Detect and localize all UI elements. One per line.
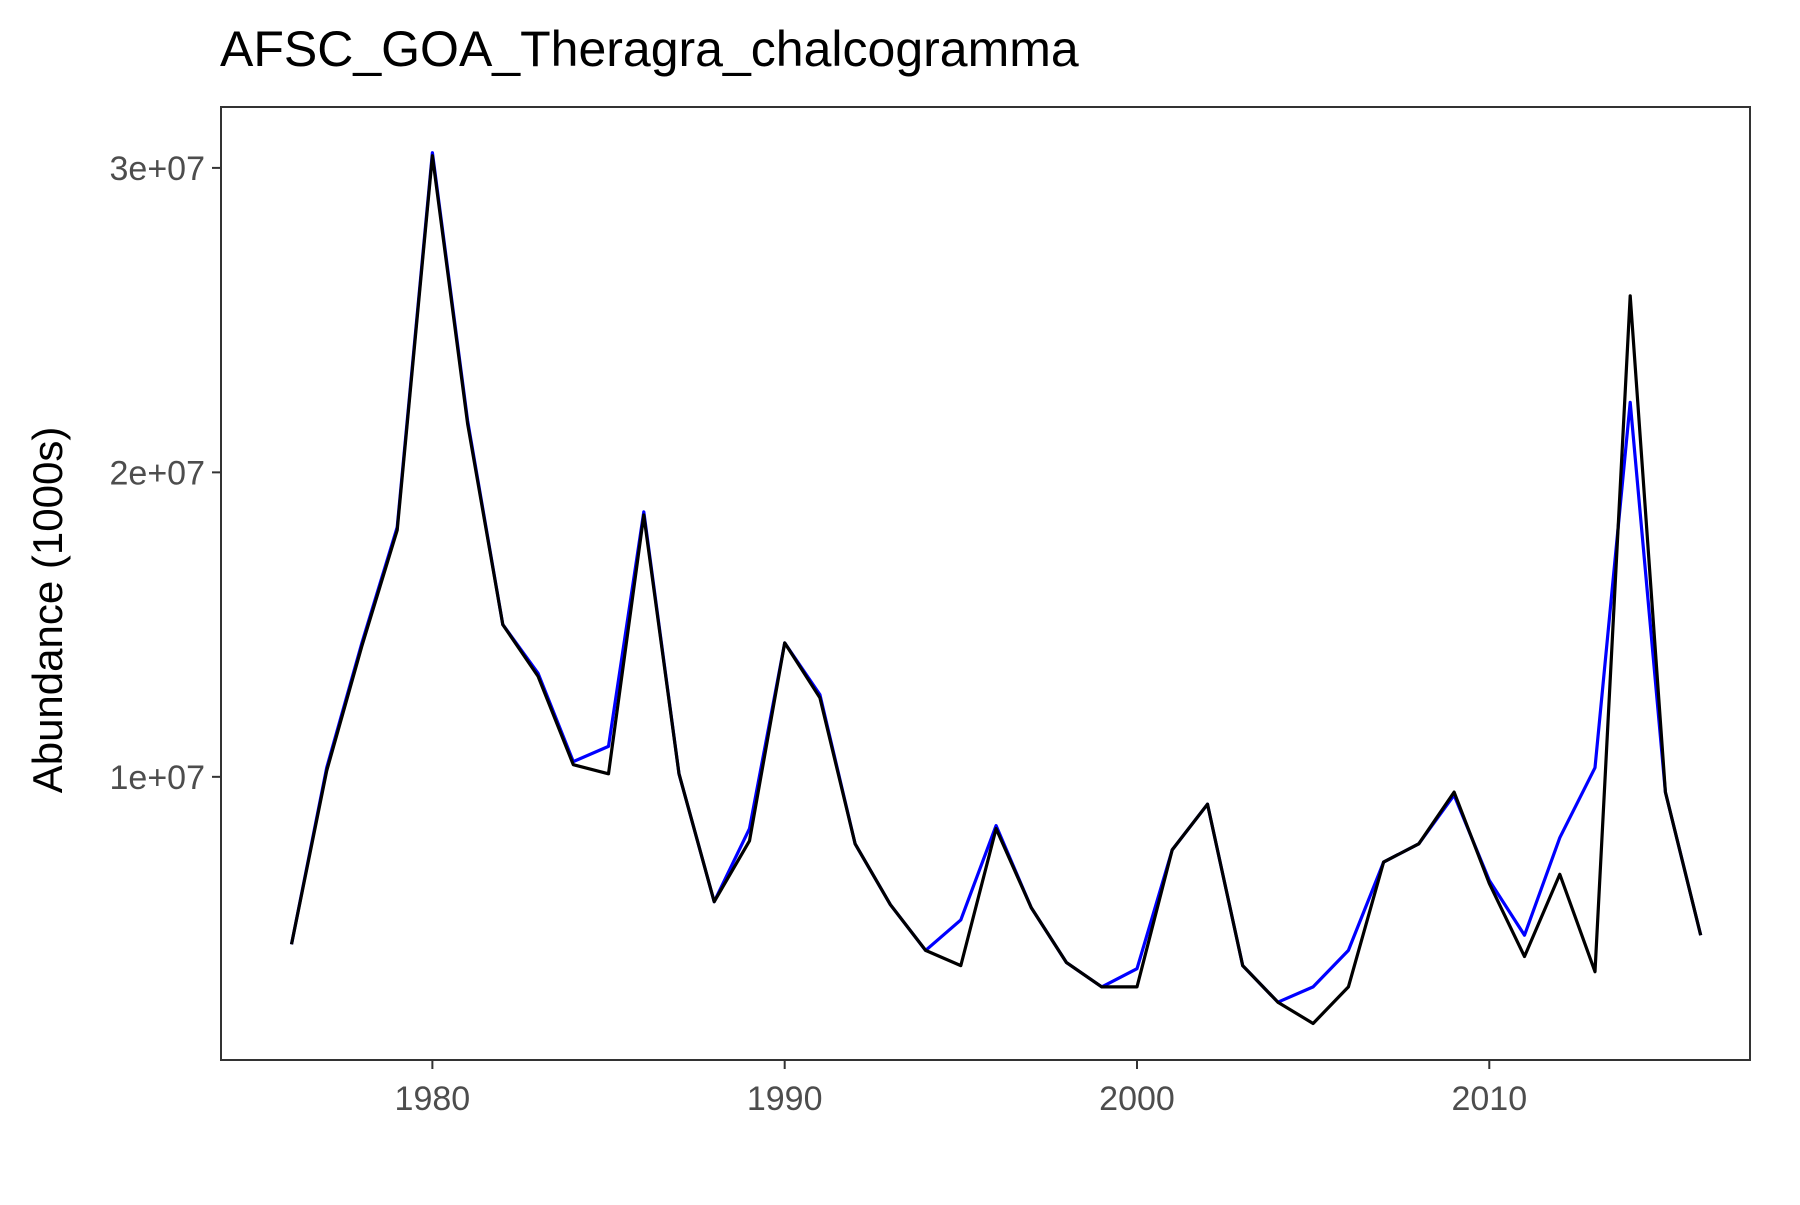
y-tick-label: 3e+07 (110, 150, 206, 188)
data-series-group (289, 151, 1703, 1026)
x-tick-label: 2010 (1451, 1080, 1527, 1118)
y-tick-label: 1e+07 (110, 759, 206, 797)
y-axis: 1e+07 2e+07 3e+07 (110, 150, 221, 797)
plot-panel (220, 106, 1751, 1061)
series-line-2 (289, 154, 1703, 1026)
y-tick-label: 2e+07 (110, 454, 206, 492)
y-axis-label: Abundance (1000s) (24, 427, 71, 794)
x-tick-label: 2000 (1099, 1080, 1175, 1118)
x-tick-label: 1980 (395, 1080, 471, 1118)
x-tick-label: 1990 (747, 1080, 823, 1118)
chart-title: AFSC_GOA_Theragra_chalcogramma (220, 21, 1079, 77)
x-axis: 1980 1990 2000 2010 (395, 1060, 1527, 1118)
